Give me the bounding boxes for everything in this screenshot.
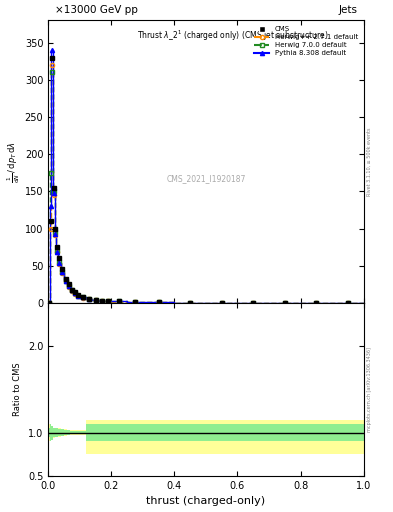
- Legend: CMS, Herwig++ 2.7.1 default, Herwig 7.0.0 default, Pythia 8.308 default: CMS, Herwig++ 2.7.1 default, Herwig 7.0.…: [252, 24, 360, 58]
- Text: Rivet 3.1.10, ≥ 500k events: Rivet 3.1.10, ≥ 500k events: [367, 127, 372, 196]
- Y-axis label: Ratio to CMS: Ratio to CMS: [13, 362, 22, 416]
- Text: mcplots.cern.ch [arXiv:1306.3436]: mcplots.cern.ch [arXiv:1306.3436]: [367, 347, 372, 432]
- Text: CMS_2021_I1920187: CMS_2021_I1920187: [166, 174, 246, 183]
- Text: Jets: Jets: [338, 5, 357, 15]
- Text: Thrust $\lambda\_2^1$ (charged only) (CMS jet substructure): Thrust $\lambda\_2^1$ (charged only) (CM…: [136, 29, 328, 44]
- X-axis label: thrust (charged-only): thrust (charged-only): [146, 497, 266, 506]
- Y-axis label: $\frac{1}{\mathrm{d}N}\,/\,\mathrm{d}p_T\,\mathrm{d}\lambda$: $\frac{1}{\mathrm{d}N}\,/\,\mathrm{d}p_T…: [6, 141, 22, 183]
- Text: ×13000 GeV pp: ×13000 GeV pp: [55, 5, 138, 15]
